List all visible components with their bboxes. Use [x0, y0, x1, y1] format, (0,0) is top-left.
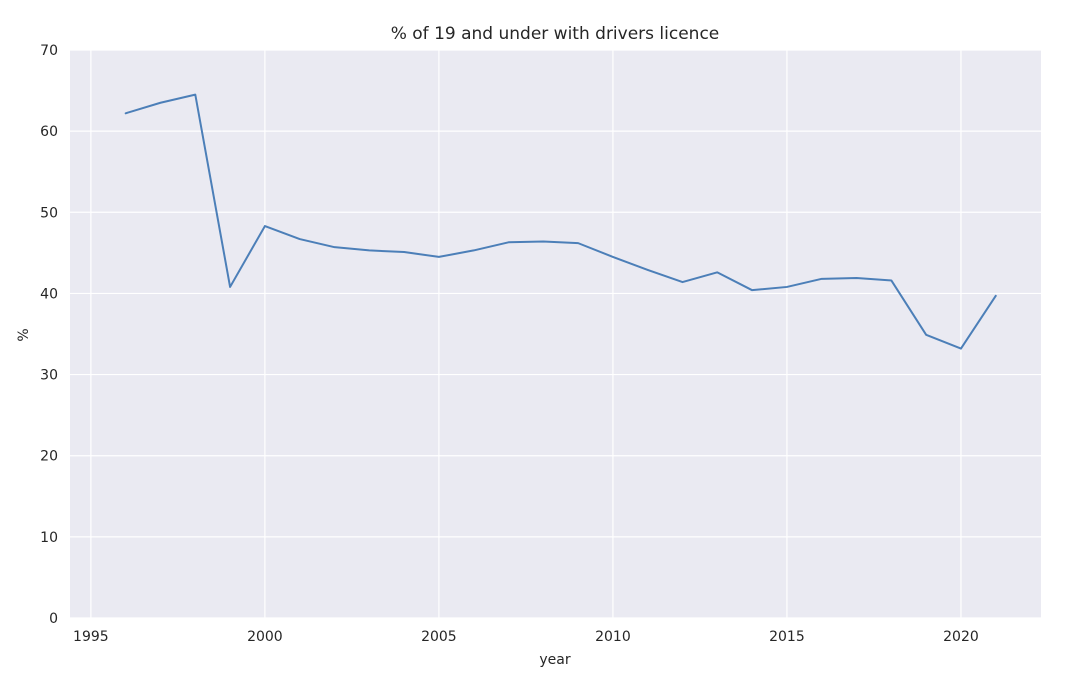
- x-axis-label: year: [539, 652, 570, 668]
- y-tick-label-40: 40: [40, 286, 58, 302]
- x-tick-label-2015: 2015: [769, 629, 805, 645]
- data-point-2013: [716, 271, 718, 273]
- x-tick-label-2020: 2020: [943, 629, 979, 645]
- data-point-1997: [159, 102, 161, 104]
- y-tick-label-20: 20: [40, 449, 58, 465]
- data-point-2000: [264, 225, 266, 227]
- data-point-2003: [368, 249, 370, 251]
- x-tick-label-1995: 1995: [73, 629, 109, 645]
- x-tick-label-2010: 2010: [595, 629, 631, 645]
- plot-area: [70, 50, 1041, 618]
- data-point-2005: [438, 256, 440, 258]
- data-point-1996: [125, 112, 127, 114]
- data-point-2021: [995, 295, 997, 297]
- data-point-2018: [890, 279, 892, 281]
- data-point-2014: [751, 289, 753, 291]
- y-tick-label-70: 70: [40, 43, 58, 59]
- data-point-2012: [682, 281, 684, 283]
- y-tick-label-60: 60: [40, 124, 58, 140]
- data-point-2007: [508, 241, 510, 243]
- data-point-2016: [821, 278, 823, 280]
- data-point-2002: [334, 246, 336, 248]
- data-point-2011: [647, 269, 649, 271]
- y-tick-label-0: 0: [49, 611, 58, 627]
- data-point-1999: [229, 286, 231, 288]
- chart-title: % of 19 and under with drivers licence: [391, 24, 720, 44]
- x-tick-label-2000: 2000: [247, 629, 283, 645]
- y-axis-label: %: [16, 328, 32, 341]
- x-tick-label-2005: 2005: [421, 629, 457, 645]
- data-point-2009: [577, 242, 579, 244]
- y-tick-label-30: 30: [40, 368, 58, 384]
- data-point-2010: [612, 256, 614, 258]
- data-point-2008: [542, 240, 544, 242]
- data-point-1998: [194, 94, 196, 96]
- y-tick-label-50: 50: [40, 205, 58, 221]
- tick-labels: 0 10 20 30 40 50 60 70 1995 2000 2005 2010 2015 2020: [40, 43, 979, 645]
- series-line: [124, 93, 997, 350]
- data-point-2004: [403, 251, 405, 253]
- data-point-2017: [856, 277, 858, 279]
- data-point-2001: [299, 238, 301, 240]
- y-tick-label-10: 10: [40, 530, 58, 546]
- data-point-2020: [960, 348, 962, 350]
- grid-lines: [70, 49, 1041, 619]
- data-point-2019: [925, 334, 927, 336]
- data-point-2006: [473, 249, 475, 251]
- data-point-2015: [786, 286, 788, 288]
